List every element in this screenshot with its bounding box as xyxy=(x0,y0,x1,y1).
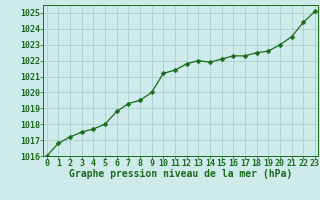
X-axis label: Graphe pression niveau de la mer (hPa): Graphe pression niveau de la mer (hPa) xyxy=(69,169,292,179)
